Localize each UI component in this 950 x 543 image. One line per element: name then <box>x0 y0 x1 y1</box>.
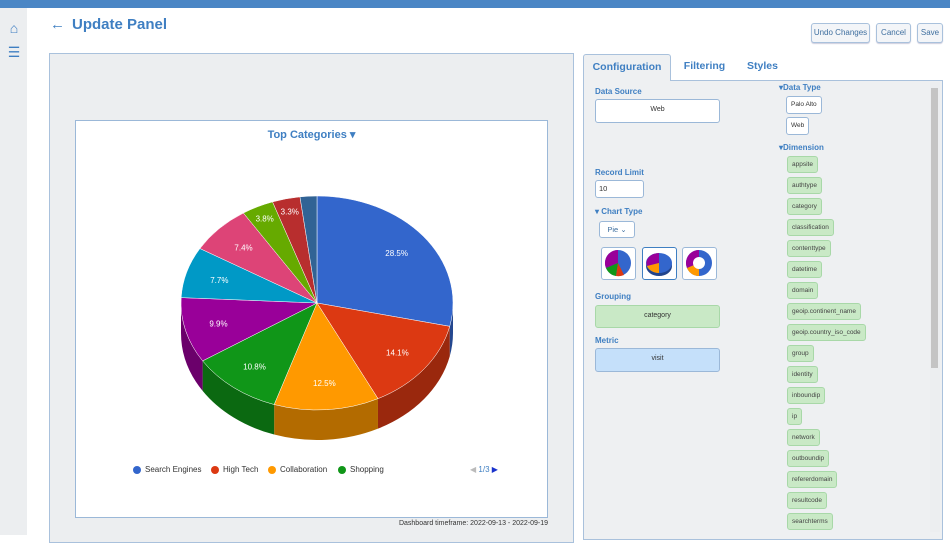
pie-slice[interactable] <box>316 195 454 327</box>
pie-slice[interactable] <box>299 195 318 304</box>
metric-drop-zone[interactable]: visit <box>595 348 720 372</box>
pie-3d-option[interactable] <box>642 247 677 280</box>
dimension-chip[interactable]: category <box>787 198 822 215</box>
data-label: 28.5% <box>385 249 408 258</box>
caret-down-icon: ▾ <box>779 83 784 92</box>
dimension-chip[interactable]: resultcode <box>787 492 827 509</box>
chart-title[interactable]: Top Categories ▾ <box>75 128 548 141</box>
pie-slice[interactable] <box>316 302 451 399</box>
legend-item[interactable]: High Tech <box>211 465 258 474</box>
caret-down-icon: ▾ <box>595 207 600 216</box>
dimension-chip[interactable]: identity <box>787 366 818 383</box>
record-limit-input[interactable]: 10 <box>595 180 644 198</box>
page-title: Update Panel <box>72 16 168 33</box>
chart-type-value: Pie <box>607 225 619 234</box>
pie-slice[interactable] <box>202 302 318 405</box>
caret-down-icon: ▾ <box>779 143 784 152</box>
legend-label: High Tech <box>223 465 259 474</box>
data-label: 7.7% <box>210 276 228 285</box>
data-type-chip[interactable]: Palo Alto <box>786 96 822 114</box>
dimension-chip[interactable]: classification <box>787 219 834 236</box>
top-bar <box>0 0 950 8</box>
pie-slice-side <box>202 360 275 435</box>
dimension-chip[interactable]: group <box>787 345 814 362</box>
home-icon[interactable]: ⌂ <box>9 20 19 36</box>
data-label: 7.4% <box>234 243 252 252</box>
data-source-field[interactable]: Web <box>595 99 720 123</box>
pager-text: 1/3 <box>478 465 490 474</box>
dimension-chip[interactable]: contenttype <box>787 240 831 257</box>
dimension-chip[interactable]: geoip.continent_name <box>787 303 861 320</box>
dimension-chip[interactable]: authtype <box>787 177 822 194</box>
pie-chart: 28.5% 14.1% 12.5% 10.8% 9.9% 7.7% 7.4% 3.8% 3.3% <box>180 195 454 440</box>
pie-slice-side <box>274 398 378 440</box>
save-button[interactable]: Save <box>917 23 943 43</box>
data-label: 10.8% <box>243 362 266 371</box>
caret-down-icon: ▾ <box>349 129 356 141</box>
legend-pager: ◀ 1/3 ▶ <box>470 465 498 474</box>
chart-type-select[interactable]: Pie ⌄ <box>599 221 635 238</box>
legend-label: Collaboration <box>280 465 328 474</box>
sidebar <box>0 8 27 535</box>
dimension-chip[interactable]: datetime <box>787 261 822 278</box>
undo-changes-button[interactable]: Undo Changes <box>811 23 870 43</box>
legend-label: Search Engines <box>145 465 202 474</box>
legend-dot <box>133 465 141 474</box>
dimension-chip[interactable]: refererdomain <box>787 471 838 488</box>
data-label: 12.5% <box>313 379 336 388</box>
tab-filtering[interactable]: Filtering <box>683 60 726 72</box>
metric-label: Metric <box>595 336 619 345</box>
pie-slice[interactable] <box>273 302 379 411</box>
tab-styles[interactable]: Styles <box>747 60 778 72</box>
scrollbar-thumb[interactable] <box>931 88 938 368</box>
legend-item[interactable]: Search Engines <box>133 465 201 474</box>
data-label: 9.9% <box>209 320 227 329</box>
legend-dot <box>338 465 346 474</box>
chart-type-label-text: Chart Type <box>601 207 643 216</box>
dimension-chip[interactable]: ip <box>787 408 803 425</box>
next-page-icon[interactable]: ▶ <box>491 465 498 474</box>
grouping-drop-zone[interactable]: category <box>595 305 720 328</box>
pie-flat-option[interactable] <box>601 247 636 280</box>
dimension-chip[interactable]: geoip.country_iso_code <box>787 324 866 341</box>
data-label: 3.3% <box>281 207 299 216</box>
pie-slice[interactable] <box>180 297 318 362</box>
cancel-button[interactable]: Cancel <box>876 23 911 43</box>
dimension-chip[interactable]: inboundip <box>787 387 826 404</box>
donut-option[interactable] <box>682 247 717 280</box>
list-icon[interactable]: ☰ <box>7 44 21 60</box>
chart-type-label[interactable]: ▾ Chart Type <box>595 207 642 216</box>
legend-dot <box>268 465 276 474</box>
data-type-chip[interactable]: Web <box>786 117 810 135</box>
back-arrow-icon[interactable]: ← <box>50 16 65 33</box>
prev-page-icon[interactable]: ◀ <box>470 465 477 474</box>
data-label: 3.8% <box>256 214 274 223</box>
dimension-chip[interactable]: domain <box>787 282 819 299</box>
timeframe-text: Dashboard timeframe: 2022-09-13 - 2022-0… <box>398 520 548 527</box>
data-type-label: Data Type <box>783 83 821 92</box>
dimension-label: Dimension <box>783 143 824 152</box>
data-type-header[interactable]: ▾Data Type <box>779 83 821 92</box>
legend-dot <box>211 465 219 474</box>
dimension-chip[interactable]: searchterms <box>787 513 833 530</box>
chart-title-text: Top Categories <box>267 129 347 141</box>
data-label: 14.1% <box>386 348 409 357</box>
legend-item[interactable]: Shopping <box>338 465 384 474</box>
dimension-chip[interactable]: outboundip <box>787 450 830 467</box>
dimension-header[interactable]: ▾Dimension <box>779 143 824 152</box>
tab-configuration[interactable]: Configuration <box>583 54 671 81</box>
dimension-chip[interactable]: appsite <box>787 156 818 173</box>
legend-label: Shopping <box>350 465 384 474</box>
legend-item[interactable]: Collaboration <box>268 465 327 474</box>
record-limit-label: Record Limit <box>595 168 644 177</box>
pie-slice-side <box>377 326 450 429</box>
dimension-chip[interactable]: network <box>787 429 820 446</box>
grouping-label: Grouping <box>595 292 631 301</box>
pie-slice-side <box>181 303 203 391</box>
data-source-label: Data Source <box>595 87 642 96</box>
